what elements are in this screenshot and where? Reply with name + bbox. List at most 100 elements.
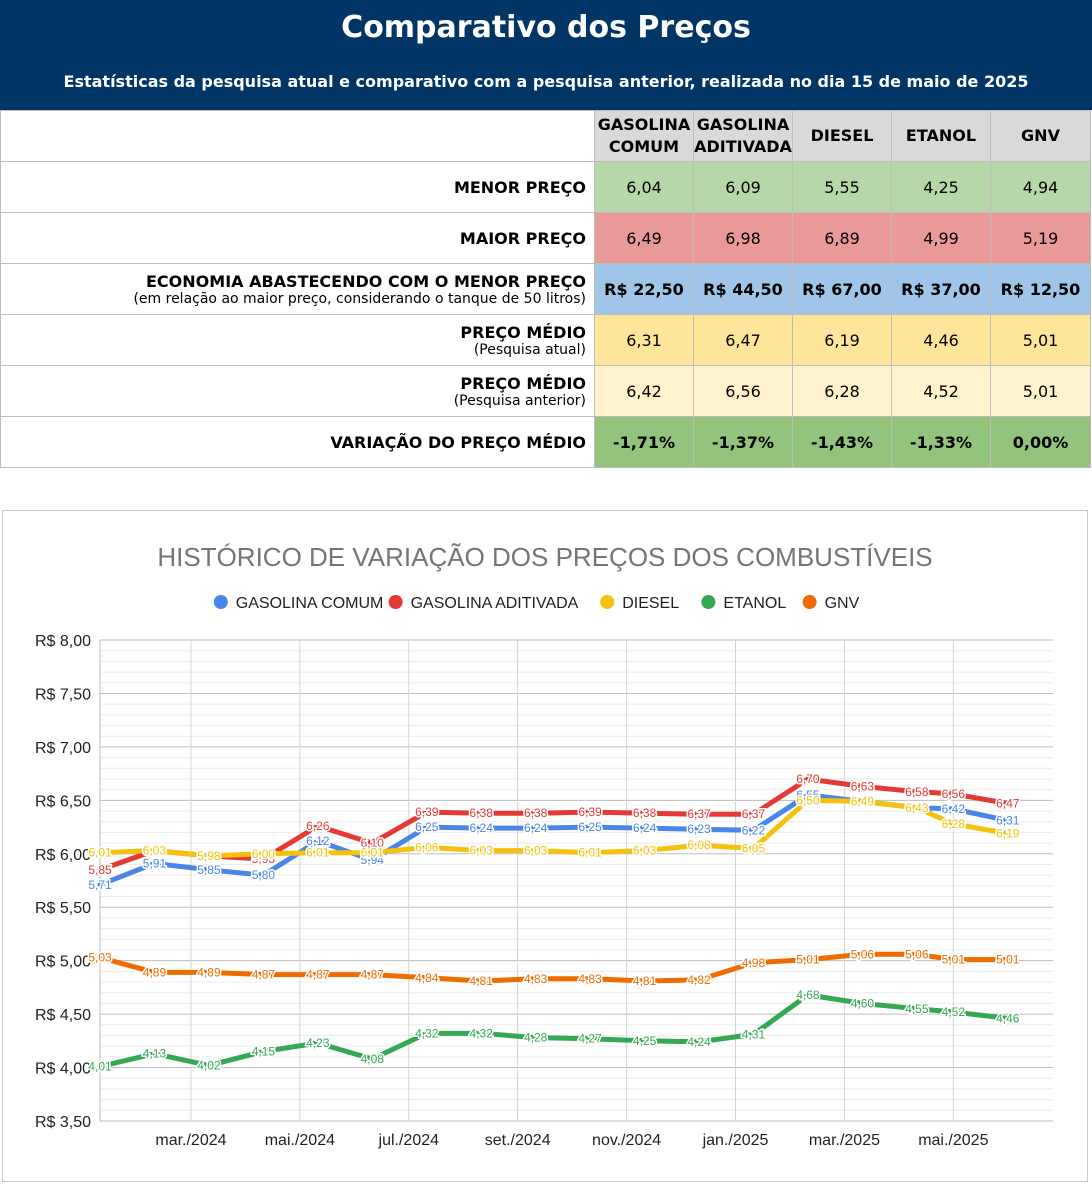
data-label: 4,83 xyxy=(578,972,602,986)
data-label: 5,06 xyxy=(851,947,875,961)
table-row-preco-medio-atual: PREÇO MÉDIO (Pesquisa atual) 6,31 6,47 6,… xyxy=(0,314,1091,366)
data-label: 5,85 xyxy=(197,863,221,877)
chart-legend: GASOLINA COMUM GASOLINA ADITIVADA DIESEL ET… xyxy=(213,595,860,612)
data-label: 6,38 xyxy=(470,806,494,820)
data-label: 4,84 xyxy=(415,971,439,985)
data-label: 4,82 xyxy=(687,973,711,987)
data-label: 4,68 xyxy=(796,988,820,1002)
data-label: 6,25 xyxy=(415,820,439,834)
column-header-gnv: GNV xyxy=(990,110,1091,162)
table-cell: R$ 44,50 xyxy=(693,263,793,315)
table-cell: 6,31 xyxy=(594,314,694,366)
table-cell: 0,00% xyxy=(990,416,1091,468)
data-label: 6,39 xyxy=(578,805,602,819)
row-label: VARIAÇÃO DO PREÇO MÉDIO xyxy=(0,416,595,468)
data-label: 6,49 xyxy=(851,794,875,808)
data-label: 5,95 xyxy=(252,852,276,866)
data-label: 6,31 xyxy=(996,814,1020,828)
table-cell: 4,25 xyxy=(891,161,991,213)
data-label: 6,50 xyxy=(796,793,820,807)
y-tick-label: R$ 8,00 xyxy=(35,633,91,650)
data-label: 6,43 xyxy=(905,801,929,815)
table-cell: 6,56 xyxy=(693,365,793,417)
data-label: 6,38 xyxy=(524,806,548,820)
data-label: 4,89 xyxy=(197,965,221,979)
data-label: 5,85 xyxy=(88,863,112,877)
table-cell: 6,19 xyxy=(792,314,892,366)
page-title: Comparativo dos Preços xyxy=(341,10,751,45)
x-tick-label: mar./2024 xyxy=(155,1132,226,1149)
table-cell: 4,52 xyxy=(891,365,991,417)
data-label: 6,10 xyxy=(361,836,385,850)
data-label: 4,87 xyxy=(306,968,330,982)
data-label: 6,19 xyxy=(996,826,1020,840)
data-label: 6,24 xyxy=(524,821,548,835)
page-subtitle: Estatísticas da pesquisa atual e compara… xyxy=(63,72,1029,91)
chart-canvas: HISTÓRICO DE VARIAÇÃO DOS PREÇOS DOS COM… xyxy=(35,542,1053,1149)
x-tick-label: set./2024 xyxy=(485,1132,551,1149)
table-cell: R$ 12,50 xyxy=(990,263,1091,315)
y-tick-label: R$ 3,50 xyxy=(35,1114,91,1131)
data-label: 4,13 xyxy=(143,1047,167,1061)
data-label: 4,87 xyxy=(252,968,276,982)
data-label: 6,01 xyxy=(88,846,112,860)
table-cell: 6,49 xyxy=(594,212,694,264)
data-label: 4,28 xyxy=(524,1031,548,1045)
data-label: 4,24 xyxy=(687,1035,711,1049)
table-cell: R$ 22,50 xyxy=(594,263,694,315)
y-axis: R$ 3,50 R$ 4,00 R$ 4,50 R$ 5,00 R$ 5,50 R$ 6,… xyxy=(35,633,91,1131)
data-label: 6,03 xyxy=(143,844,167,858)
data-label: 4,81 xyxy=(633,974,657,988)
x-tick-label: jan./2025 xyxy=(702,1132,769,1149)
data-label: 4,02 xyxy=(197,1058,221,1072)
legend-marker xyxy=(213,595,228,609)
data-label: 5,01 xyxy=(996,953,1020,967)
data-label: 5,98 xyxy=(197,849,221,863)
data-label: 4,08 xyxy=(361,1052,385,1066)
series-line xyxy=(97,776,1011,873)
data-label: 4,15 xyxy=(252,1045,276,1059)
data-label: 5,71 xyxy=(88,878,112,892)
header-blank-cell xyxy=(0,110,595,162)
data-label: 4,52 xyxy=(942,1005,966,1019)
legend-label: GNV xyxy=(825,595,860,612)
data-label: 5,94 xyxy=(361,853,385,867)
y-tick-label: R$ 6,00 xyxy=(35,847,91,864)
table-row-preco-medio-anterior: PREÇO MÉDIO (Pesquisa anterior) 6,42 6,56… xyxy=(0,365,1091,417)
legend-label: GASOLINA COMUM xyxy=(236,595,384,612)
table-cell: 4,46 xyxy=(891,314,991,366)
legend-label: DIESEL xyxy=(622,595,679,612)
data-label: 4,32 xyxy=(470,1026,494,1040)
data-label: 6,56 xyxy=(942,787,966,801)
data-label: 6,05 xyxy=(742,841,766,855)
column-header-gasolina-comum: GASOLINA COMUM xyxy=(594,110,694,162)
series-line xyxy=(97,797,1011,859)
data-label: 6,49 xyxy=(851,794,875,808)
table-cell: -1,71% xyxy=(594,416,694,468)
table-cell: 4,94 xyxy=(990,161,1091,213)
data-label: 6,58 xyxy=(905,785,929,799)
data-label: 6,03 xyxy=(470,844,494,858)
data-label: 5,01 xyxy=(942,953,966,967)
data-label: 6,70 xyxy=(796,772,820,786)
data-label: 6,37 xyxy=(742,807,766,821)
column-header-gasolina-aditivada: GASOLINA ADITIVADA xyxy=(693,110,793,162)
data-label: 6,22 xyxy=(742,823,766,837)
series-line xyxy=(97,951,1011,984)
data-label: 4,81 xyxy=(470,974,494,988)
y-tick-label: R$ 4,50 xyxy=(35,1007,91,1024)
table-cell: 5,01 xyxy=(990,314,1091,366)
y-tick-label: R$ 4,00 xyxy=(35,1061,91,1078)
table-cell: 6,42 xyxy=(594,365,694,417)
table-cell: 6,04 xyxy=(594,161,694,213)
legend-marker xyxy=(701,595,716,609)
data-label: 4,98 xyxy=(742,956,766,970)
data-label: 5,98 xyxy=(197,849,221,863)
column-header-etanol: ETANOL xyxy=(891,110,991,162)
data-label: 4,32 xyxy=(415,1026,439,1040)
data-label: 6,03 xyxy=(524,844,548,858)
data-label: 6,38 xyxy=(633,806,657,820)
data-label: 6,37 xyxy=(687,807,711,821)
chart-grid xyxy=(99,639,1053,1122)
row-label: MAIOR PREÇO xyxy=(0,212,595,264)
